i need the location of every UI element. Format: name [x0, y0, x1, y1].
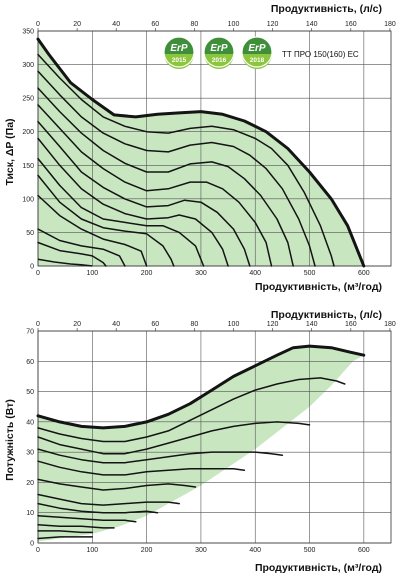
x-tick-label-ls: 140: [306, 21, 318, 28]
y-tick-label: 10: [26, 510, 34, 517]
series-line-3: [37, 448, 284, 464]
series-line-5: [37, 478, 197, 491]
x-tick-label-m3h: 300: [195, 547, 207, 554]
y-tick-label: 250: [22, 96, 34, 103]
x-tick-label-ls: 160: [345, 321, 357, 328]
x-tick-label-ls: 40: [112, 321, 120, 328]
series-line-1: [37, 377, 346, 443]
x-tick-label-m3h: 500: [304, 547, 316, 554]
series-line-9: [37, 194, 148, 267]
chart2-xlabel-bottom: Продуктивність, (м³/год): [255, 562, 382, 574]
series-line-10: [37, 228, 126, 267]
series-line-8: [37, 174, 175, 267]
series-line-7: [37, 157, 205, 267]
x-tick-label-ls: 20: [73, 21, 81, 28]
y-tick-label: 350: [22, 29, 34, 36]
x-tick-label-ls: 160: [345, 21, 357, 28]
y-tick-label: 20: [26, 480, 34, 487]
erp-badge-text: ErP: [210, 43, 228, 54]
x-tick-label-m3h: 500: [304, 270, 316, 277]
y-tick-label: 70: [26, 329, 34, 336]
x-tick-label-ls: 80: [191, 21, 199, 28]
series-line-10: [37, 530, 94, 534]
x-tick-label-ls: 100: [228, 321, 240, 328]
x-tick-label-m3h: 0: [36, 547, 40, 554]
x-tick-label-ls: 20: [73, 321, 81, 328]
x-tick-label-ls: 140: [306, 321, 318, 328]
y-tick-label: 60: [26, 359, 34, 366]
series-line-11: [37, 241, 107, 267]
y-tick-label: 200: [22, 129, 34, 136]
chart2-ylabel: Потужність (Вт): [4, 399, 16, 481]
erp-badge-ring: [241, 36, 273, 68]
envelope-line: [36, 344, 366, 430]
x-tick-label-ls: 180: [384, 321, 396, 328]
x-tick-label-ls: 0: [36, 21, 40, 28]
erp-badge-2018: ErP 2018: [241, 36, 273, 69]
x-tick-label-m3h: 200: [141, 270, 153, 277]
x-tick-label-ls: 80: [191, 321, 199, 328]
erp-badge-year: 2015: [172, 57, 187, 64]
plot-frame: [37, 30, 392, 267]
x-tick-label-m3h: 100: [86, 547, 98, 554]
y-tick-label: 40: [26, 419, 34, 426]
series-line-11: [37, 536, 94, 540]
series-line-4: [37, 104, 273, 267]
erp-badge-year: 2016: [212, 57, 227, 64]
x-tick-label-ls: 120: [267, 321, 279, 328]
y-tick-label: 100: [22, 196, 34, 203]
chart1-model-label: ТТ ПРО 150(160) ЕС: [282, 50, 359, 59]
x-tick-label-ls: 60: [151, 321, 159, 328]
chart2-xlabel-top: Продуктивність, (л/с): [271, 309, 382, 321]
erp-badges: ErP 2015 ErP 2016 ErP 2018: [163, 36, 273, 69]
series-line-bottom: [37, 258, 93, 267]
erp-badge-2016: ErP 2016: [203, 36, 235, 69]
series-line-2: [37, 70, 316, 267]
y-tick-label: 150: [22, 163, 34, 170]
series-line-2: [37, 421, 311, 455]
series-line-8: [37, 514, 137, 523]
x-tick-label-m3h: 600: [358, 547, 370, 554]
x-tick-label-ls: 100: [228, 21, 240, 28]
x-tick-label-ls: 180: [384, 21, 396, 28]
y-tick-label: 0: [30, 541, 34, 548]
y-tick-label: 30: [26, 450, 34, 457]
x-tick-label-ls: 120: [267, 21, 279, 28]
y-tick-label: 50: [26, 230, 34, 237]
series-line-7: [37, 502, 159, 514]
series-line-4: [37, 460, 246, 476]
chart1-xlabel-top: Продуктивність, (л/с): [271, 3, 382, 15]
x-tick-label-m3h: 0: [36, 270, 40, 277]
envelope-line: [36, 37, 366, 268]
x-tick-label-m3h: 600: [358, 270, 370, 277]
y-tick-label: 300: [22, 62, 34, 69]
erp-badge-ring: [203, 36, 235, 68]
chart1-ylabel: Тиск, ΔP (Па): [4, 118, 16, 185]
y-tick-label: 0: [30, 264, 34, 271]
series-line-6: [37, 493, 180, 506]
series-line-3: [37, 87, 294, 267]
x-tick-label-m3h: 100: [86, 270, 98, 277]
series-line-1: [37, 53, 335, 267]
series-line-6: [37, 137, 229, 267]
series-line-9: [37, 524, 115, 529]
erp-badge-year: 2018: [250, 57, 265, 64]
erp-badge-ring: [163, 36, 195, 68]
series-line-5: [37, 120, 251, 267]
x-tick-label-ls: 40: [112, 21, 120, 28]
x-tick-label-m3h: 400: [249, 547, 261, 554]
x-tick-label-m3h: 300: [195, 270, 207, 277]
erp-badge-text: ErP: [170, 43, 188, 54]
x-tick-label-m3h: 200: [141, 547, 153, 554]
x-tick-label-ls: 60: [151, 21, 159, 28]
erp-badge-text: ErP: [248, 43, 266, 54]
x-tick-label-ls: 0: [36, 321, 40, 328]
erp-badge-2015: ErP 2015: [163, 36, 195, 69]
x-tick-label-m3h: 400: [249, 270, 261, 277]
chart1-xlabel-bottom: Продуктивність, (м³/год): [255, 281, 382, 293]
y-tick-label: 50: [26, 389, 34, 396]
